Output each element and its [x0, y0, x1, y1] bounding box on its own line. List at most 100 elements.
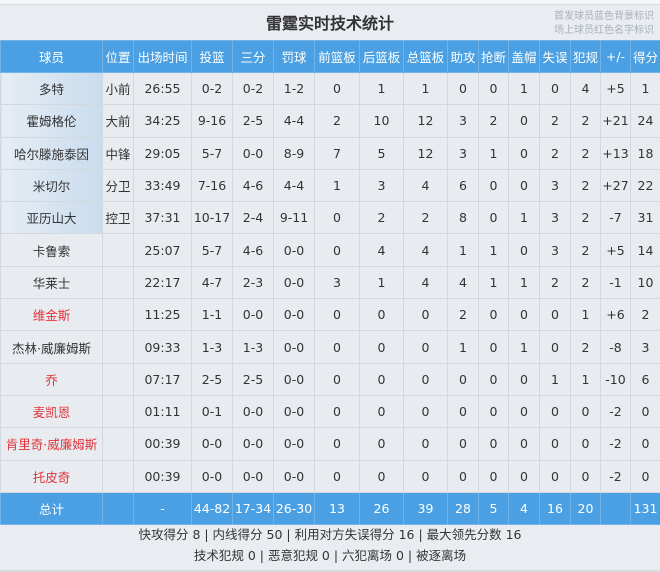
cell-oreb: 1	[314, 168, 360, 203]
column-header-dreb[interactable]: 后篮板	[359, 40, 404, 73]
total-fg: 44-82	[191, 491, 233, 525]
cell-dreb: 0	[359, 298, 404, 332]
column-header-oreb[interactable]: 前篮板	[314, 40, 360, 73]
player-name[interactable]: 亚历山大	[0, 201, 103, 235]
summary-line-2: 技术犯规 0 | 恶意犯规 0 | 六犯离场 0 | 被逐离场	[193, 548, 467, 563]
column-header-blk[interactable]: 盖帽	[508, 40, 540, 73]
cell-fg: 0-0	[191, 459, 233, 493]
cell-fg: 9-16	[191, 104, 233, 138]
table-row[interactable]: 杰林·威廉姆斯 09:33 1-3 1-3 0-0 0 0 0 1 0 1 0 2 -8 3	[0, 330, 660, 364]
cell-reb: 0	[403, 427, 448, 461]
cell-ast: 1	[447, 233, 479, 267]
cell-ft: 0-0	[273, 394, 315, 429]
player-name[interactable]: 杰林·威廉姆斯	[0, 330, 103, 364]
total-player: 总计	[0, 491, 103, 525]
cell-stl: 0	[478, 330, 509, 364]
cell-dreb: 0	[359, 394, 404, 429]
cell-reb: 0	[403, 362, 448, 396]
table-row[interactable]: 麦凯恩 01:11 0-1 0-0 0-0 0 0 0 0 0 0 0 0 -2 0	[0, 394, 660, 429]
column-header-fg[interactable]: 投篮	[191, 40, 233, 73]
table-row[interactable]: 乔 07:17 2-5 2-5 0-0 0 0 0 0 0 0 1 1 -10 6	[0, 362, 660, 396]
player-name[interactable]: 华莱士	[0, 265, 103, 300]
column-header-tov[interactable]: 失误	[539, 40, 571, 73]
table-row[interactable]: 卡鲁索 25:07 5-7 4-6 0-0 0 4 4 1 1 0 3 2 +5 14	[0, 233, 660, 267]
cell-tov: 1	[539, 362, 571, 396]
table-row[interactable]: 托皮奇 00:39 0-0 0-0 0-0 0 0 0 0 0 0 0 0 -2 0	[0, 459, 660, 493]
player-name[interactable]: 霍姆格伦	[0, 104, 103, 138]
column-header-stl[interactable]: 抢断	[478, 40, 509, 73]
cell-3pt: 0-0	[232, 136, 274, 170]
cell-pts: 1	[630, 71, 660, 106]
player-name[interactable]: 乔	[0, 362, 103, 396]
table-row[interactable]: 华莱士 22:17 4-7 2-3 0-0 3 1 4 4 1 1 2 2 -1 10	[0, 265, 660, 300]
cell-blk: 1	[508, 201, 540, 235]
player-name[interactable]: 肯里奇·威廉姆斯	[0, 427, 103, 461]
cell-dreb: 0	[359, 427, 404, 461]
column-header-player[interactable]: 球员	[0, 40, 103, 73]
cell-pts: 0	[630, 427, 660, 461]
cell-pf: 0	[570, 427, 601, 461]
cell-pf: 2	[570, 136, 601, 170]
table-row[interactable]: 多特 小前 26:55 0-2 0-2 1-2 0 1 1 0 0 1 0 4 +5 1	[0, 71, 660, 106]
cell-dreb: 1	[359, 265, 404, 300]
player-name[interactable]: 麦凯恩	[0, 394, 103, 429]
cell-position: 控卫	[102, 201, 134, 235]
column-header-pf[interactable]: 犯规	[570, 40, 601, 73]
cell-3pt: 2-4	[232, 201, 274, 235]
cell-tov: 3	[539, 168, 571, 203]
cell-pts: 0	[630, 394, 660, 429]
player-name[interactable]: 卡鲁索	[0, 233, 103, 267]
player-name[interactable]: 托皮奇	[0, 459, 103, 493]
table-row[interactable]: 哈尔滕施泰因 中锋 29:05 5-7 0-0 8-9 7 5 12 3 1 0 2 2 +13 18	[0, 136, 660, 170]
cell-plus-minus: -2	[600, 427, 631, 461]
column-header-reb[interactable]: 总篮板	[403, 40, 448, 73]
player-name[interactable]: 维金斯	[0, 298, 103, 332]
column-header-3pt[interactable]: 三分	[232, 40, 274, 73]
cell-position	[102, 459, 134, 493]
player-name[interactable]: 多特	[0, 71, 103, 106]
cell-fg: 7-16	[191, 168, 233, 203]
table-row[interactable]: 霍姆格伦 大前 34:25 9-16 2-5 4-4 2 10 12 3 2 0 2 2 +21 24	[0, 104, 660, 138]
cell-tov: 2	[539, 136, 571, 170]
cell-minutes: 26:55	[133, 71, 192, 106]
cell-minutes: 37:31	[133, 201, 192, 235]
cell-ast: 4	[447, 265, 479, 300]
column-header-position[interactable]: 位置	[102, 40, 134, 73]
total-dreb: 26	[359, 491, 404, 525]
cell-3pt: 4-6	[232, 168, 274, 203]
cell-minutes: 11:25	[133, 298, 192, 332]
cell-position	[102, 394, 134, 429]
player-name[interactable]: 哈尔滕施泰因	[0, 136, 103, 170]
cell-reb: 1	[403, 71, 448, 106]
cell-pf: 0	[570, 459, 601, 493]
total-ft: 26-30	[273, 491, 315, 525]
cell-plus-minus: -1	[600, 265, 631, 300]
column-header-pts[interactable]: 得分	[630, 40, 660, 73]
cell-ast: 2	[447, 298, 479, 332]
cell-plus-minus: +5	[600, 233, 631, 267]
cell-pf: 2	[570, 265, 601, 300]
column-header-minutes[interactable]: 出场时间	[133, 40, 192, 73]
cell-stl: 1	[478, 136, 509, 170]
column-header-ast[interactable]: 助攻	[447, 40, 479, 73]
column-header-plus-minus[interactable]: +/-	[600, 40, 631, 73]
cell-3pt: 0-0	[232, 298, 274, 332]
cell-blk: 0	[508, 427, 540, 461]
cell-dreb: 3	[359, 168, 404, 203]
table-row[interactable]: 亚历山大 控卫 37:31 10-17 2-4 9-11 0 2 2 8 0 1 3 2 -7 31	[0, 201, 660, 235]
cell-blk: 0	[508, 298, 540, 332]
color-legend: 首发球员蓝色背景标识 场上球员红色名字标识	[554, 10, 654, 38]
table-row[interactable]: 米切尔 分卫 33:49 7-16 4-6 4-4 1 3 4 6 0 0 3 2 +27 22	[0, 168, 660, 203]
cell-fg: 1-1	[191, 298, 233, 332]
cell-position: 小前	[102, 71, 134, 106]
table-row[interactable]: 肯里奇·威廉姆斯 00:39 0-0 0-0 0-0 0 0 0 0 0 0 0 0 -2 0	[0, 427, 660, 461]
table-row[interactable]: 维金斯 11:25 1-1 0-0 0-0 0 0 0 2 0 0 0 1 +6 2	[0, 298, 660, 332]
cell-reb: 0	[403, 459, 448, 493]
column-header-ft[interactable]: 罚球	[273, 40, 315, 73]
player-name[interactable]: 米切尔	[0, 168, 103, 203]
cell-position	[102, 330, 134, 364]
total-oreb: 13	[314, 491, 360, 525]
cell-reb: 0	[403, 330, 448, 364]
cell-3pt: 1-3	[232, 330, 274, 364]
cell-minutes: 01:11	[133, 394, 192, 429]
